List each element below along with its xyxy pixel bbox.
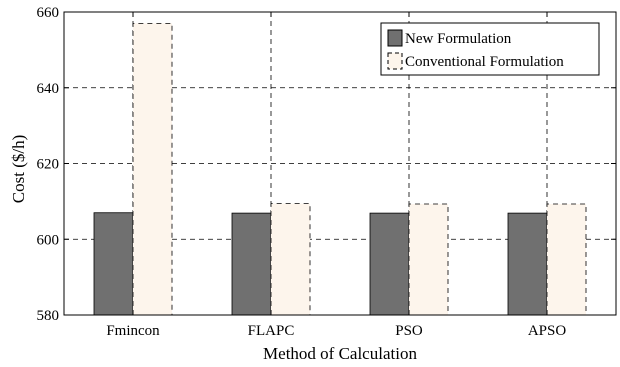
x-tick-label-pso: PSO [395,323,423,339]
bar-outline-pso [408,203,449,315]
bar-new-formulation-fmincon [93,212,134,316]
y-axis-title: Cost ($/h) [9,135,28,203]
bar-outline-flapc [270,203,311,315]
y-tick-label-580: 580 [37,308,60,324]
x-tick-label-fmincon: Fmincon [106,323,160,339]
legend: New Formulation Conventional Formulation [380,22,600,76]
legend-box [380,22,600,76]
legend-label-new-formulation: New Formulation [405,31,512,47]
bars [93,22,587,316]
bar-new-formulation-flapc [231,212,272,316]
bar-outline-fmincon [132,22,173,315]
bar-outline-apso [546,203,587,315]
y-tick-label-600: 600 [37,232,60,248]
bar-conventional-formulation-fmincon [133,23,172,316]
x-axis-title: Method of Calculation [263,344,417,363]
y-ticks: 580 600 620 640 660 [37,5,616,324]
y-tick-label-660: 660 [37,5,60,21]
bar-conventional-formulation-pso [409,204,448,315]
x-tick-label-flapc: FLAPC [248,323,295,339]
y-tick-label-640: 640 [37,81,60,97]
bar-conventional-formulation-flapc [271,203,310,315]
legend-swatch-new-formulation [387,29,403,47]
y-tick-label-620: 620 [37,157,60,173]
legend-swatch-conventional-formulation [387,52,403,70]
legend-label-conventional-formulation: Conventional Formulation [405,54,564,70]
bar-new-formulation-pso [369,212,410,316]
bar-new-formulation-apso [507,212,548,316]
x-tick-label-apso: APSO [528,323,567,339]
bar-conventional-formulation-apso [547,204,586,315]
x-ticks: Fmincon FLAPC PSO APSO [106,12,566,339]
